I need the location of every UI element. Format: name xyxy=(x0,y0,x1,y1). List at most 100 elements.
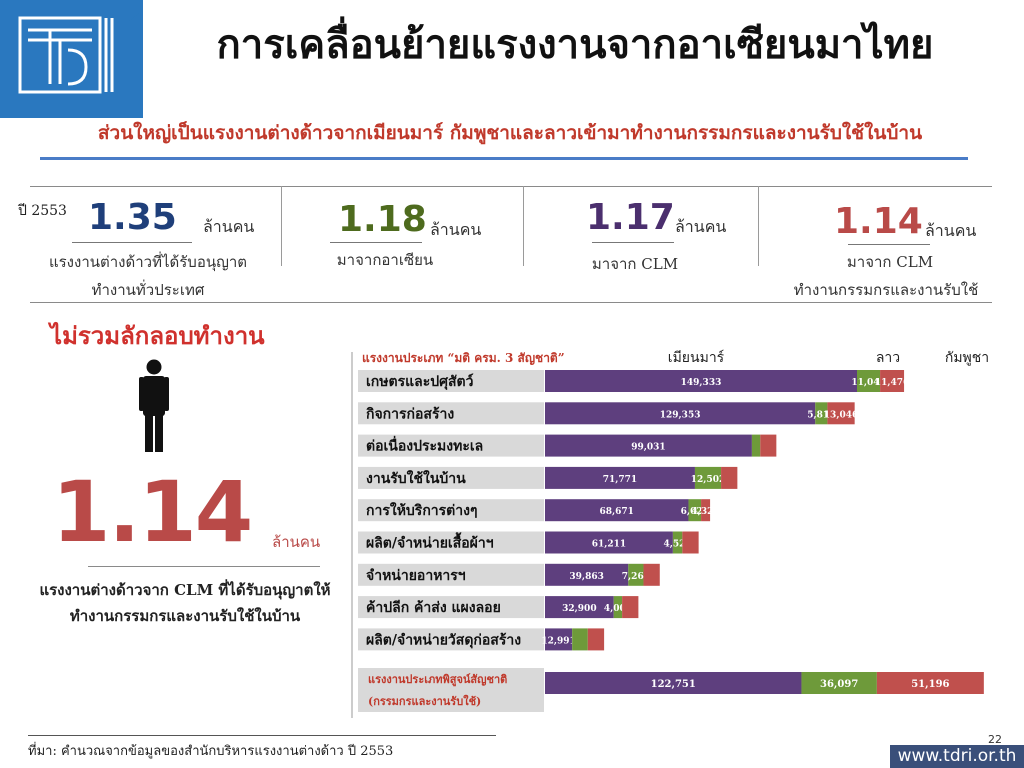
category-label: ผลิต/จำหน่ายวัสดุก่อสร้าง xyxy=(366,632,521,648)
person-icon xyxy=(139,359,169,452)
data-label: 11,048 xyxy=(851,378,885,388)
bar-segment xyxy=(545,563,629,586)
stat-desc: ทำงานทั่วประเทศ xyxy=(91,281,205,299)
special-label: (กรรมกรและงานรับใช้) xyxy=(368,694,481,708)
category-label: จำหน่ายอาหารฯ xyxy=(366,568,466,584)
page-number: 22 xyxy=(988,733,1002,746)
data-label: 99,031 xyxy=(631,443,665,453)
data-label: 12,502 xyxy=(691,475,725,485)
bar-segment xyxy=(694,466,722,489)
data-label: 129,353 xyxy=(660,410,701,420)
stat-unit: ล้านคน xyxy=(430,220,482,239)
data-label: 4,322 xyxy=(691,507,719,517)
data-label: 6,024 xyxy=(681,507,709,517)
bar-segment xyxy=(688,499,702,522)
stat-underline xyxy=(592,242,674,243)
page-title: การเคลื่อนย้ายแรงงานจากอาเซียนมาไทย xyxy=(216,21,934,68)
data-label: 5,812 xyxy=(807,410,835,420)
data-label: 51,196 xyxy=(911,679,949,690)
bar-segment xyxy=(857,370,881,392)
stats-divider xyxy=(523,186,524,266)
chart-group-label: แรงงานประเภท “มติ ครม. 3 สัญชาติ” xyxy=(362,351,565,365)
bar-segment xyxy=(643,563,660,586)
bar-segment xyxy=(545,402,816,425)
data-label: 7,269 xyxy=(622,572,650,582)
bar-segment xyxy=(880,370,905,392)
bar-segment xyxy=(545,672,802,694)
data-label: 71,771 xyxy=(603,475,637,485)
page-subtitle: ส่วนใหญ่เป็นแรงงานต่างด้าวจากเมียนมาร์ ก… xyxy=(97,122,923,144)
bar-segment xyxy=(672,531,683,554)
bar-segment xyxy=(682,531,699,554)
bar-segment xyxy=(801,672,877,694)
legend-series-name: เมียนมาร์ xyxy=(668,349,725,366)
stat-unit: ล้านคน xyxy=(675,217,727,236)
bar-segment xyxy=(545,466,695,489)
data-label: 61,211 xyxy=(592,540,626,550)
bar-segment xyxy=(613,596,623,619)
title-divider xyxy=(40,157,968,160)
stat-underline xyxy=(848,244,930,245)
tdri-logo-icon xyxy=(0,0,143,118)
year-label: ปี 2553 xyxy=(18,203,67,219)
source-rule xyxy=(28,735,496,736)
category-label: เกษตรและปศุสัตว์ xyxy=(366,373,474,390)
category-label: ผลิต/จำหน่ายเสื้อผ้าฯ xyxy=(366,532,494,552)
data-label: 4,000 xyxy=(604,604,632,614)
category-label: ต่อเนื่องประมงทะเล xyxy=(366,436,483,455)
special-label: แรงงานประเภทพิสูจน์สัญชาติ xyxy=(368,673,507,687)
data-label: 68,671 xyxy=(600,507,634,517)
category-label-box xyxy=(358,402,544,425)
stats-top-rule xyxy=(30,186,992,187)
stat-value: 1.14 xyxy=(834,201,923,242)
legend-series-name: ลาว xyxy=(876,350,900,366)
bar-segment xyxy=(545,370,857,392)
stats-divider xyxy=(281,186,282,266)
stat-value: 1.35 xyxy=(88,197,177,238)
data-label: 32,900 xyxy=(562,604,596,614)
data-label: 36,097 xyxy=(820,679,858,690)
data-label: 149,333 xyxy=(681,378,722,388)
category-label: งานรับใช้ในบ้าน xyxy=(366,469,466,487)
data-label: 4,520 xyxy=(664,540,692,550)
bar-segment xyxy=(815,402,828,425)
footer-url[interactable]: www.tdri.or.th xyxy=(890,745,1024,768)
big-unit: ล้านคน xyxy=(272,533,321,551)
left-description-line: ทำงานกรรมกรและงานรับใช้ในบ้าน xyxy=(69,607,301,625)
stat-desc: มาจาก CLM xyxy=(846,253,934,271)
stat-desc: มาจาก CLM xyxy=(591,255,679,273)
stat-desc: ทำงานกรรมกรและงานรับใช้ xyxy=(793,281,979,299)
bar-segment xyxy=(876,672,984,694)
big-number-underline xyxy=(88,566,320,567)
stat-underline xyxy=(330,242,422,243)
stat-value: 1.18 xyxy=(338,199,427,240)
category-label-box xyxy=(358,563,544,586)
category-label: กิจการก่อสร้าง xyxy=(365,406,454,422)
data-label: 12,991 xyxy=(541,636,575,646)
stat-unit: ล้านคน xyxy=(925,221,977,240)
category-label: การให้บริการต่างๆ xyxy=(366,501,478,519)
bar-segment xyxy=(545,596,614,619)
bar-segment xyxy=(721,466,738,489)
bar-segment xyxy=(622,596,639,619)
stat-underline xyxy=(72,242,192,243)
category-label-box xyxy=(358,434,544,457)
bar-segment xyxy=(701,499,711,522)
left-description-line: แรงงานต่างด้าวจาก CLM ที่ได้รับอนุญาตให้ xyxy=(39,581,331,599)
stat-value: 1.17 xyxy=(586,197,675,238)
legend-series-name: กัมพูชา xyxy=(945,350,989,366)
bar-segment xyxy=(760,434,777,457)
category-label-box xyxy=(358,499,544,522)
category-label: ค้าปลีก ค้าส่ง แผงลอย xyxy=(366,600,501,616)
category-label-box xyxy=(358,596,544,619)
bar-segment xyxy=(545,499,689,522)
bar-segment xyxy=(545,628,573,651)
data-label: 39,863 xyxy=(569,572,603,582)
stat-unit: ล้านคน xyxy=(203,217,255,236)
category-label-box xyxy=(358,628,544,651)
big-number: 1.14 xyxy=(52,463,253,561)
left-heading: ไม่รวมลักลอบทำงาน xyxy=(50,321,265,350)
source-note: ที่มา: คำนวณจากข้อมูลของสำนักบริหารแรงงา… xyxy=(28,744,394,759)
data-label: 11,476 xyxy=(875,378,909,388)
